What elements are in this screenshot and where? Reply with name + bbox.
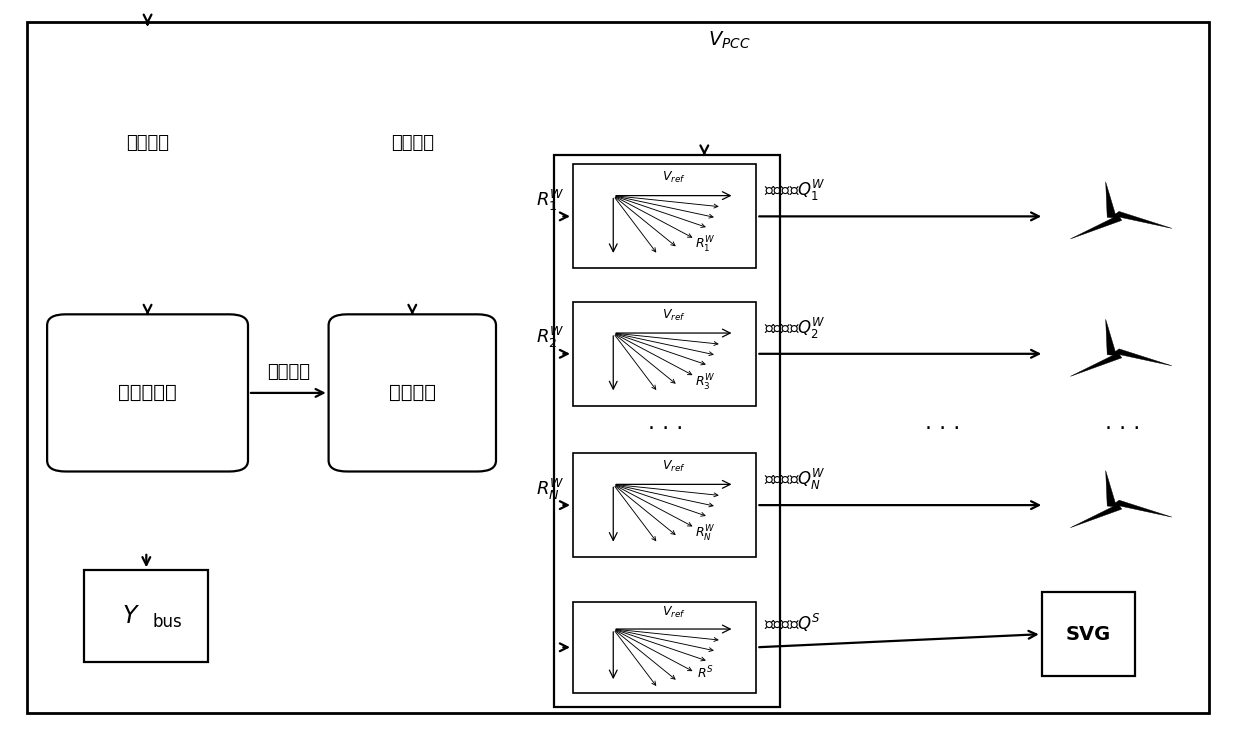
Polygon shape (1070, 352, 1122, 376)
Text: SVG: SVG (1065, 625, 1111, 643)
Bar (84, 570, 208, 662)
Text: $R_3^W$: $R_3^W$ (694, 373, 715, 393)
Text: 优化无功$Q_2^W$: 优化无功$Q_2^W$ (764, 316, 826, 341)
Text: $V_{PCC}$: $V_{PCC}$ (708, 29, 750, 50)
Bar (573, 302, 756, 406)
Bar (573, 602, 756, 693)
Text: · · ·: · · · (1105, 420, 1140, 439)
Text: 优化算法: 优化算法 (389, 384, 435, 402)
Text: 优化无功$Q^S$: 优化无功$Q^S$ (764, 612, 821, 635)
Bar (573, 453, 756, 557)
Polygon shape (1106, 471, 1116, 507)
Polygon shape (1114, 349, 1172, 366)
Text: $R^S$: $R^S$ (697, 664, 713, 681)
FancyBboxPatch shape (47, 314, 248, 471)
Polygon shape (1114, 211, 1172, 228)
Text: $R_N^W$: $R_N^W$ (694, 524, 715, 545)
Text: 灵敏度计算: 灵敏度计算 (118, 384, 177, 402)
Text: bus: bus (153, 613, 182, 631)
Bar (554, 155, 780, 707)
Bar (1042, 592, 1135, 676)
Text: $Y$: $Y$ (123, 604, 140, 628)
Text: $V_{ref}$: $V_{ref}$ (662, 170, 686, 185)
Text: $V_{ref}$: $V_{ref}$ (662, 459, 686, 474)
Text: $R_1^W$: $R_1^W$ (694, 235, 715, 256)
Polygon shape (1106, 182, 1116, 218)
Text: $R_1^W$: $R_1^W$ (536, 188, 564, 213)
Text: · · ·: · · · (925, 420, 960, 439)
Polygon shape (1070, 504, 1122, 528)
Bar (573, 164, 756, 268)
Polygon shape (1114, 500, 1172, 517)
Text: 优化无功$Q_1^W$: 优化无功$Q_1^W$ (764, 178, 826, 203)
Polygon shape (1106, 319, 1116, 355)
Text: $V_{ref}$: $V_{ref}$ (662, 308, 686, 322)
FancyBboxPatch shape (329, 314, 496, 471)
Text: $R_N^W$: $R_N^W$ (536, 477, 564, 501)
Text: $R_2^W$: $R_2^W$ (536, 325, 564, 350)
Text: 优化无功$Q_N^W$: 优化无功$Q_N^W$ (764, 467, 826, 492)
Text: 电网约束: 电网约束 (391, 134, 434, 151)
Text: 电压约束: 电压约束 (267, 363, 310, 382)
Text: $V_{ref}$: $V_{ref}$ (662, 605, 686, 620)
Text: 电网状态: 电网状态 (126, 134, 169, 151)
Polygon shape (1070, 215, 1122, 239)
Text: · · ·: · · · (649, 420, 683, 439)
